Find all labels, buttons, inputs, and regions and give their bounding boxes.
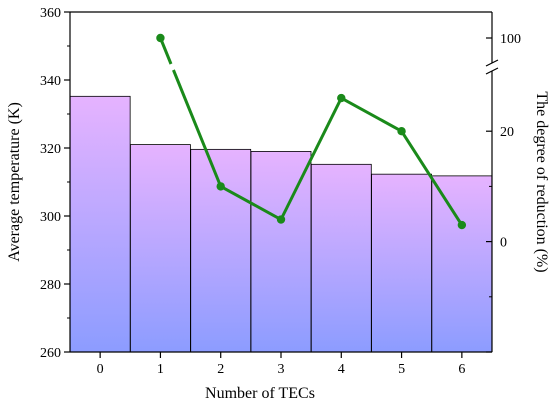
bar-5	[371, 173, 432, 353]
y2-tick-label: 20	[500, 125, 514, 140]
x-tick-label: 4	[338, 362, 345, 377]
y2-tick-label: 0	[500, 236, 507, 251]
y-tick-label: 300	[40, 210, 61, 225]
line-segment	[159, 37, 223, 187]
bar-3	[250, 150, 312, 353]
bar-4	[310, 163, 372, 353]
x-tick-label: 1	[157, 362, 164, 377]
y2-axis-title: The degree of reduction (%)	[533, 91, 550, 272]
reduction-line-series	[156, 33, 467, 230]
x-tick-label: 0	[97, 362, 104, 377]
y2-tick-label: 100	[500, 32, 521, 47]
y-tick-label: 260	[40, 346, 61, 361]
bar-2	[190, 148, 252, 353]
x-tick-label: 6	[458, 362, 465, 377]
line-segment	[219, 185, 282, 221]
line-point-5	[397, 127, 406, 136]
line-point-6	[457, 220, 467, 230]
x-axis-title: Number of TECs	[205, 385, 315, 402]
bars	[69, 95, 493, 353]
axis-break-marker	[485, 59, 499, 75]
y-tick-label: 320	[40, 142, 61, 157]
line-point-1	[156, 33, 165, 43]
line-point-3	[276, 215, 286, 224]
bar-6	[431, 175, 493, 353]
y-tick-label: 280	[40, 278, 61, 293]
y-tick-label: 340	[40, 74, 61, 89]
y-tick-label: 360	[40, 6, 61, 21]
line-segment	[279, 97, 343, 221]
bar-0	[69, 95, 131, 353]
bar-1	[130, 144, 191, 353]
x-tick-label: 3	[278, 362, 285, 377]
x-tick-label: 2	[217, 362, 224, 377]
axes: 260 280 300 320 340 360 0 1 2 3 4 5 6 0 20 100	[40, 6, 521, 377]
line-segment	[340, 96, 403, 133]
line-point-4	[337, 93, 346, 103]
x-tick-label: 5	[398, 362, 405, 377]
y-axis-title: Average temperature (K)	[6, 102, 23, 262]
line-point-2	[216, 182, 225, 191]
line-segment	[400, 130, 464, 226]
